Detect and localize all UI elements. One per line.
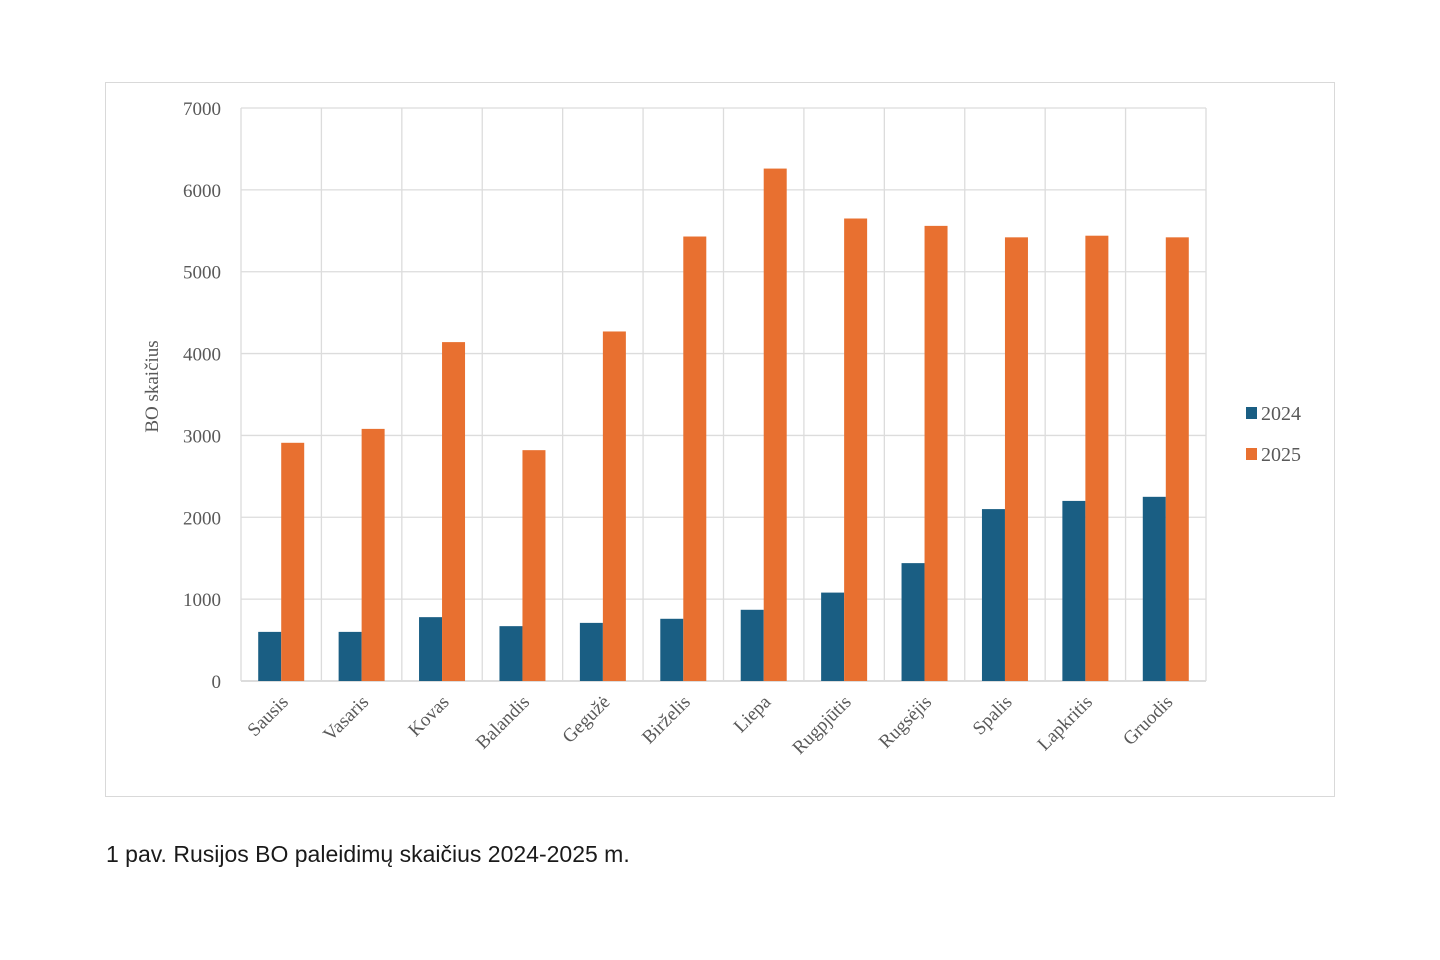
y-tick-label: 1000 <box>183 590 221 611</box>
bar-2025-liepa <box>763 168 787 681</box>
bar-chart: 0 1000 2000 3000 4000 5000 6000 7000 Sausis Vasa… <box>142 99 1301 759</box>
bar-2025-vasaris <box>361 428 385 681</box>
x-tick-label: Lapkritis <box>1034 692 1097 755</box>
legend-label-2024: 2024 <box>1261 403 1301 425</box>
x-tick-label: Spalis <box>969 692 1017 740</box>
x-tick-label: Vasaris <box>319 692 373 746</box>
bar-2025-balandis <box>522 450 546 681</box>
x-tick-label: Sausis <box>244 692 293 741</box>
x-axis-ticks: Sausis Vasaris Kovas Balandis Gegužė Birželis… <box>244 691 1178 758</box>
x-tick-label: Liepa <box>730 691 776 737</box>
bar-2024-kovas <box>419 617 443 681</box>
bar-2025-rugsėjis <box>924 225 948 682</box>
bar-2024-sausis <box>258 631 282 681</box>
y-tick-label: 2000 <box>183 508 221 529</box>
bar-2024-rugsėjis <box>901 563 925 681</box>
bar-2024-spalis <box>981 509 1005 681</box>
y-tick-label: 6000 <box>183 181 221 202</box>
bar-2025-rugpjūtis <box>844 218 868 681</box>
bar-2024-rugpjūtis <box>821 592 845 681</box>
gridlines <box>240 107 1207 682</box>
bars <box>258 168 1189 682</box>
y-tick-label: 0 <box>212 672 222 693</box>
y-axis-ticks: 0 1000 2000 3000 4000 5000 6000 7000 <box>183 99 221 693</box>
legend-swatch-2025 <box>1246 448 1257 460</box>
bar-2025-gruodis <box>1165 237 1189 681</box>
bar-2025-spalis <box>1004 237 1028 681</box>
x-tick-label: Balandis <box>472 692 534 754</box>
y-tick-label: 3000 <box>183 426 221 447</box>
bar-2025-lapkritis <box>1085 235 1109 681</box>
bar-2025-sausis <box>281 442 305 681</box>
x-tick-label: Kovas <box>404 692 453 741</box>
bar-2024-gruodis <box>1142 496 1166 681</box>
bar-2024-lapkritis <box>1062 500 1086 681</box>
bar-2024-liepa <box>740 609 764 681</box>
bar-2024-balandis <box>499 626 523 681</box>
bar-2024-birželis <box>660 618 684 681</box>
y-tick-label: 5000 <box>183 263 221 284</box>
chart-frame: 0 1000 2000 3000 4000 5000 6000 7000 Sausis Vasa… <box>105 82 1335 797</box>
legend-swatch-2024 <box>1246 407 1257 419</box>
y-axis-title: BO skaičius <box>142 340 163 432</box>
x-tick-label: Birželis <box>638 692 695 749</box>
bar-2025-birželis <box>683 236 707 681</box>
y-tick-label: 7000 <box>183 99 221 120</box>
bar-2025-gegužė <box>602 331 626 681</box>
x-tick-label: Gegužė <box>559 692 615 748</box>
legend-label-2025: 2025 <box>1261 444 1301 466</box>
bar-2024-gegužė <box>579 622 603 681</box>
x-tick-label: Rugpjūtis <box>789 692 856 759</box>
bar-2025-kovas <box>442 342 466 681</box>
figure-caption: 1 pav. Rusijos BO paleidimų skaičius 202… <box>106 841 630 867</box>
legend: 2024 2025 <box>1246 403 1301 466</box>
y-tick-label: 4000 <box>183 345 221 366</box>
bar-2024-vasaris <box>338 631 362 681</box>
x-tick-label: Rugsėjis <box>875 692 936 753</box>
x-tick-label: Gruodis <box>1119 692 1177 750</box>
